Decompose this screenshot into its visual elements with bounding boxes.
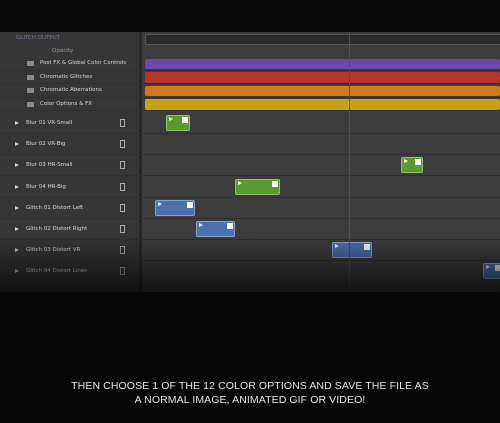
work-area bbox=[145, 34, 500, 45]
clip-marker bbox=[169, 117, 173, 121]
expand-arrow bbox=[15, 184, 19, 189]
clip-end bbox=[187, 201, 193, 208]
clip-marker bbox=[158, 201, 162, 206]
folder-row bbox=[0, 84, 500, 98]
folder-bar bbox=[145, 58, 500, 69]
layer-row bbox=[0, 113, 500, 134]
folder-label: Chromatic Aberrations bbox=[40, 87, 102, 93]
clip-end bbox=[272, 180, 278, 187]
clip bbox=[155, 199, 195, 216]
caption-line: THEN CHOOSE 1 OF THE 12 COLOR OPTIONS AN… bbox=[71, 380, 429, 392]
layer-switch bbox=[120, 182, 125, 191]
folder-row bbox=[0, 98, 500, 111]
layer-label: Glitch 02 Distort Right bbox=[26, 226, 88, 232]
layer-switch bbox=[120, 203, 125, 212]
folder-label: Color Options & FX bbox=[40, 100, 93, 107]
folder-row bbox=[0, 57, 500, 71]
folder-icon bbox=[27, 61, 34, 66]
property-label: Opacity bbox=[52, 48, 74, 54]
clip-marker bbox=[199, 223, 203, 227]
folder-icon bbox=[27, 88, 34, 93]
layer-row bbox=[0, 198, 500, 219]
expand-arrow bbox=[15, 142, 19, 147]
clip-end bbox=[182, 117, 188, 123]
layer-switch bbox=[120, 119, 125, 127]
layer-switch bbox=[120, 140, 125, 149]
folder-bar bbox=[145, 72, 500, 83]
folder-icon bbox=[27, 101, 34, 107]
clip-end bbox=[227, 223, 233, 229]
expand-arrow bbox=[15, 205, 19, 210]
folder-icon bbox=[27, 74, 34, 80]
layer-label: Blur 04 HR-Big bbox=[26, 183, 66, 190]
top-bar bbox=[0, 0, 500, 32]
layer-switch bbox=[120, 161, 125, 170]
fade bbox=[0, 235, 500, 310]
clip-end bbox=[415, 159, 421, 166]
layer-row bbox=[0, 134, 500, 156]
folder-bar bbox=[145, 99, 500, 110]
layer-switch bbox=[120, 225, 125, 233]
layer-row bbox=[0, 155, 500, 177]
layer-label: Blur 02 VR-Big bbox=[26, 141, 66, 148]
layer-row bbox=[0, 177, 500, 198]
expand-arrow bbox=[15, 163, 19, 168]
layer-label: Blur 03 HR-Small bbox=[26, 162, 73, 169]
layer-label: Blur 01 VR-Small bbox=[26, 120, 73, 126]
clip-marker bbox=[404, 159, 408, 164]
group-label: GLITCH OUTPUT bbox=[16, 35, 61, 41]
layer-label: Glitch 01 Distort Left bbox=[26, 204, 84, 211]
caption-line: A NORMAL IMAGE, ANIMATED GIF OR VIDEO! bbox=[134, 394, 366, 406]
clip-marker bbox=[238, 180, 242, 185]
folder-label: Post FX & Global Color Controls bbox=[40, 60, 127, 66]
folder-label: Chromatic Glitches bbox=[40, 73, 93, 80]
folder-row bbox=[0, 71, 500, 84]
expand-arrow bbox=[15, 121, 19, 125]
expand-arrow bbox=[15, 227, 19, 231]
clip bbox=[235, 178, 280, 195]
folder-bar bbox=[145, 85, 500, 96]
playhead bbox=[349, 32, 350, 292]
